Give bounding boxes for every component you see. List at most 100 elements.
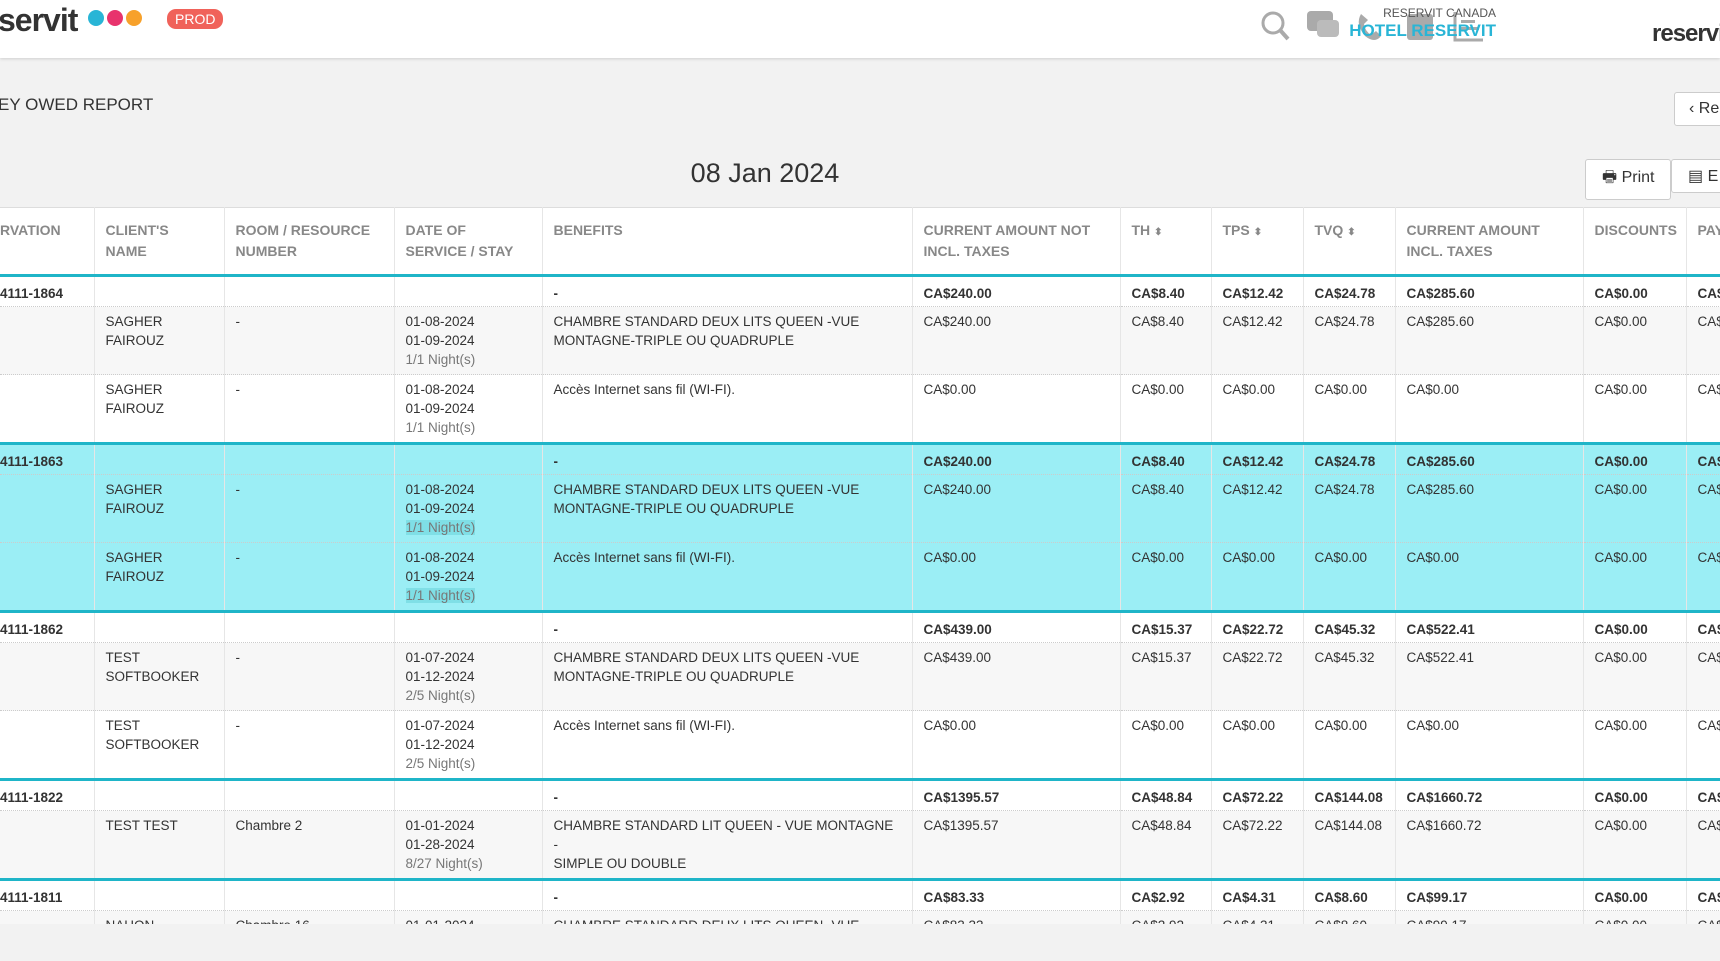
cell: CA$8.40 [1120, 274, 1212, 307]
nights: 2/5 Night(s) [405, 688, 476, 703]
button-label: Re [1698, 100, 1720, 117]
cell: CA$15.37 [1120, 610, 1212, 643]
hotel-name[interactable]: HOTEL RESERVIT [1349, 21, 1496, 40]
cell-line: 1/1 Night(s) [405, 586, 531, 605]
cell-line: Accès Internet sans fil (WI-FI). [553, 550, 736, 565]
cell-line: TEST TEST [105, 818, 178, 833]
cell: CA$285.60 [1395, 474, 1584, 543]
cell: CA$0 [1686, 878, 1720, 911]
cell: CA$8.40 [1120, 474, 1212, 543]
cell: CA$12.42 [1211, 274, 1304, 307]
column-label: ROOM / RESOURCE NUMBER [235, 222, 371, 259]
cell: SAGHER FAIROUZ [94, 374, 225, 444]
cell: CHAMBRE STANDARD DEUX LITS QUEEN -VUE MON… [542, 642, 913, 711]
cell: - [542, 442, 913, 475]
column-header[interactable]: TPS ⬍ [1211, 207, 1304, 277]
back-button[interactable]: ‹ Re [1674, 92, 1720, 126]
cell: CA$0.00 [1303, 710, 1396, 780]
cell: CA$45.32 [1303, 642, 1396, 711]
cell: CA$12.42 [1211, 442, 1304, 475]
cell: CA$0.00 [1395, 542, 1584, 612]
cell: CA$0.00 [1583, 442, 1687, 475]
column-label: DATE OF SERVICE / STAY [405, 222, 514, 259]
cell: CA$99.17 [1395, 878, 1584, 911]
sort-icon: ⬍ [1347, 227, 1356, 238]
cell [94, 442, 225, 475]
cell-line: 01-07-2024 [405, 718, 475, 733]
cell-line: 1/1 Night(s) [406, 418, 531, 437]
cell: TEST SOFTBOOKER [94, 642, 225, 711]
cell-line: Accès Internet sans fil (WI-FI). [553, 382, 736, 397]
cell: CA$0.00 [1395, 710, 1584, 780]
nights: 2/5 Night(s) [405, 756, 476, 771]
cell: CA$72.22 [1211, 778, 1304, 811]
cell: CA$0.00 [1395, 374, 1584, 444]
cell: CA$0. [1686, 710, 1720, 780]
cell: CA$24.78 [1303, 442, 1396, 475]
cell: - [542, 610, 913, 643]
column-header: DATE OF SERVICE / STAY [394, 207, 543, 277]
account-name: RESERVIT CANADA [1383, 6, 1496, 20]
cell: CA$8.40 [1120, 306, 1212, 375]
cell: CA$439.00 [912, 642, 1121, 711]
cell: CA$0.00 [1583, 778, 1687, 811]
cell: CA$0.00 [1583, 374, 1687, 444]
cell: - [224, 642, 395, 711]
cell [94, 274, 225, 307]
cell [94, 878, 225, 911]
table-body: 4111-1864- CA$240.00 CA$8.40 CA$12.42 CA$24.… [0, 274, 1720, 924]
nights: 1/1 Night(s) [405, 352, 476, 367]
cell: CA$0.00 [1303, 374, 1396, 444]
cell: CA$285.60 [1395, 274, 1584, 307]
cell-line: CHAMBRE STANDARD DEUX LITS QUEEN -VUE [553, 314, 860, 329]
cell: CA$0. [1686, 474, 1720, 543]
cell: CA$24.78 [1303, 474, 1396, 543]
cell: Accès Internet sans fil (WI-FI). [542, 710, 913, 780]
detail-row: SAGHER FAIROUZ -01-08-2024 01-09-2024 1/1 Ni… [0, 306, 1720, 375]
cell [394, 442, 543, 475]
detail-row: SAGHER FAIROUZ -01-08-2024 01-09-2024 1/1 Ni… [0, 474, 1720, 543]
cell: CA$1660.72 [1395, 810, 1584, 880]
cell-line: FAIROUZ [105, 333, 165, 348]
cell [0, 642, 95, 711]
cell: CA$12.42 [1211, 474, 1304, 543]
toolbar-icons[interactable] [1255, 8, 1485, 48]
cell-line: SAGHER [105, 550, 163, 565]
cell: CA$0.00 [1583, 878, 1687, 911]
cell: CA$0.00 [1211, 710, 1304, 780]
group-summary-row: 4111-1863 - CA$240.00 CA$8.40 CA$12.42 CA$24.… [0, 442, 1720, 475]
group-summary-row: 4111-1822- CA$1395.57 CA$48.84 CA$72.22 CA$1… [0, 778, 1720, 811]
cell [224, 610, 395, 643]
cell-line: TEST [105, 718, 141, 733]
column-header: CURRENT AMOUNT INCL. TAXES [1395, 207, 1584, 277]
cell [394, 274, 543, 307]
cell-line: TEST [105, 650, 141, 665]
cell: CA$240.00 [912, 274, 1121, 307]
cell: CA$8.40 [1120, 442, 1212, 475]
cell-line: FAIROUZ [105, 569, 165, 584]
cell: CA$0 [1686, 274, 1720, 307]
nights: 1/1 Night(s) [405, 520, 476, 535]
cell-line: 01-09-2024 [405, 569, 475, 584]
export-button[interactable]: ▤ E [1671, 159, 1720, 193]
table-wrap: RVATION CLIENT'S NAME ROOM / RESOURCE NUMB… [0, 207, 1720, 924]
column-label: CURRENT AMOUNT INCL. TAXES [1406, 222, 1540, 259]
cell: CA$0. [1686, 910, 1720, 924]
cell: CA$8.60 [1303, 910, 1396, 924]
cell-line: SIMPLE OU DOUBLE [553, 856, 687, 871]
cell: CA$0.00 [1120, 710, 1212, 780]
cell: CA$0.00 [1211, 542, 1304, 612]
cell: CA$439.00 [912, 610, 1121, 643]
nights: 8/27 Night(s) [405, 856, 483, 871]
column-header[interactable]: TH ⬍ [1120, 207, 1212, 277]
cell [94, 610, 225, 643]
cell [0, 374, 95, 444]
cell [0, 542, 95, 612]
logo: servit [0, 2, 78, 38]
column-header: CURRENT AMOUNT NOT INCL. TAXES [912, 207, 1121, 277]
column-header[interactable]: TVQ ⬍ [1303, 207, 1396, 277]
cell: CA$0.00 [1583, 810, 1687, 880]
print-button[interactable]: 🖶 Print [1585, 159, 1672, 200]
cell: CA$48.84 [1120, 778, 1212, 811]
